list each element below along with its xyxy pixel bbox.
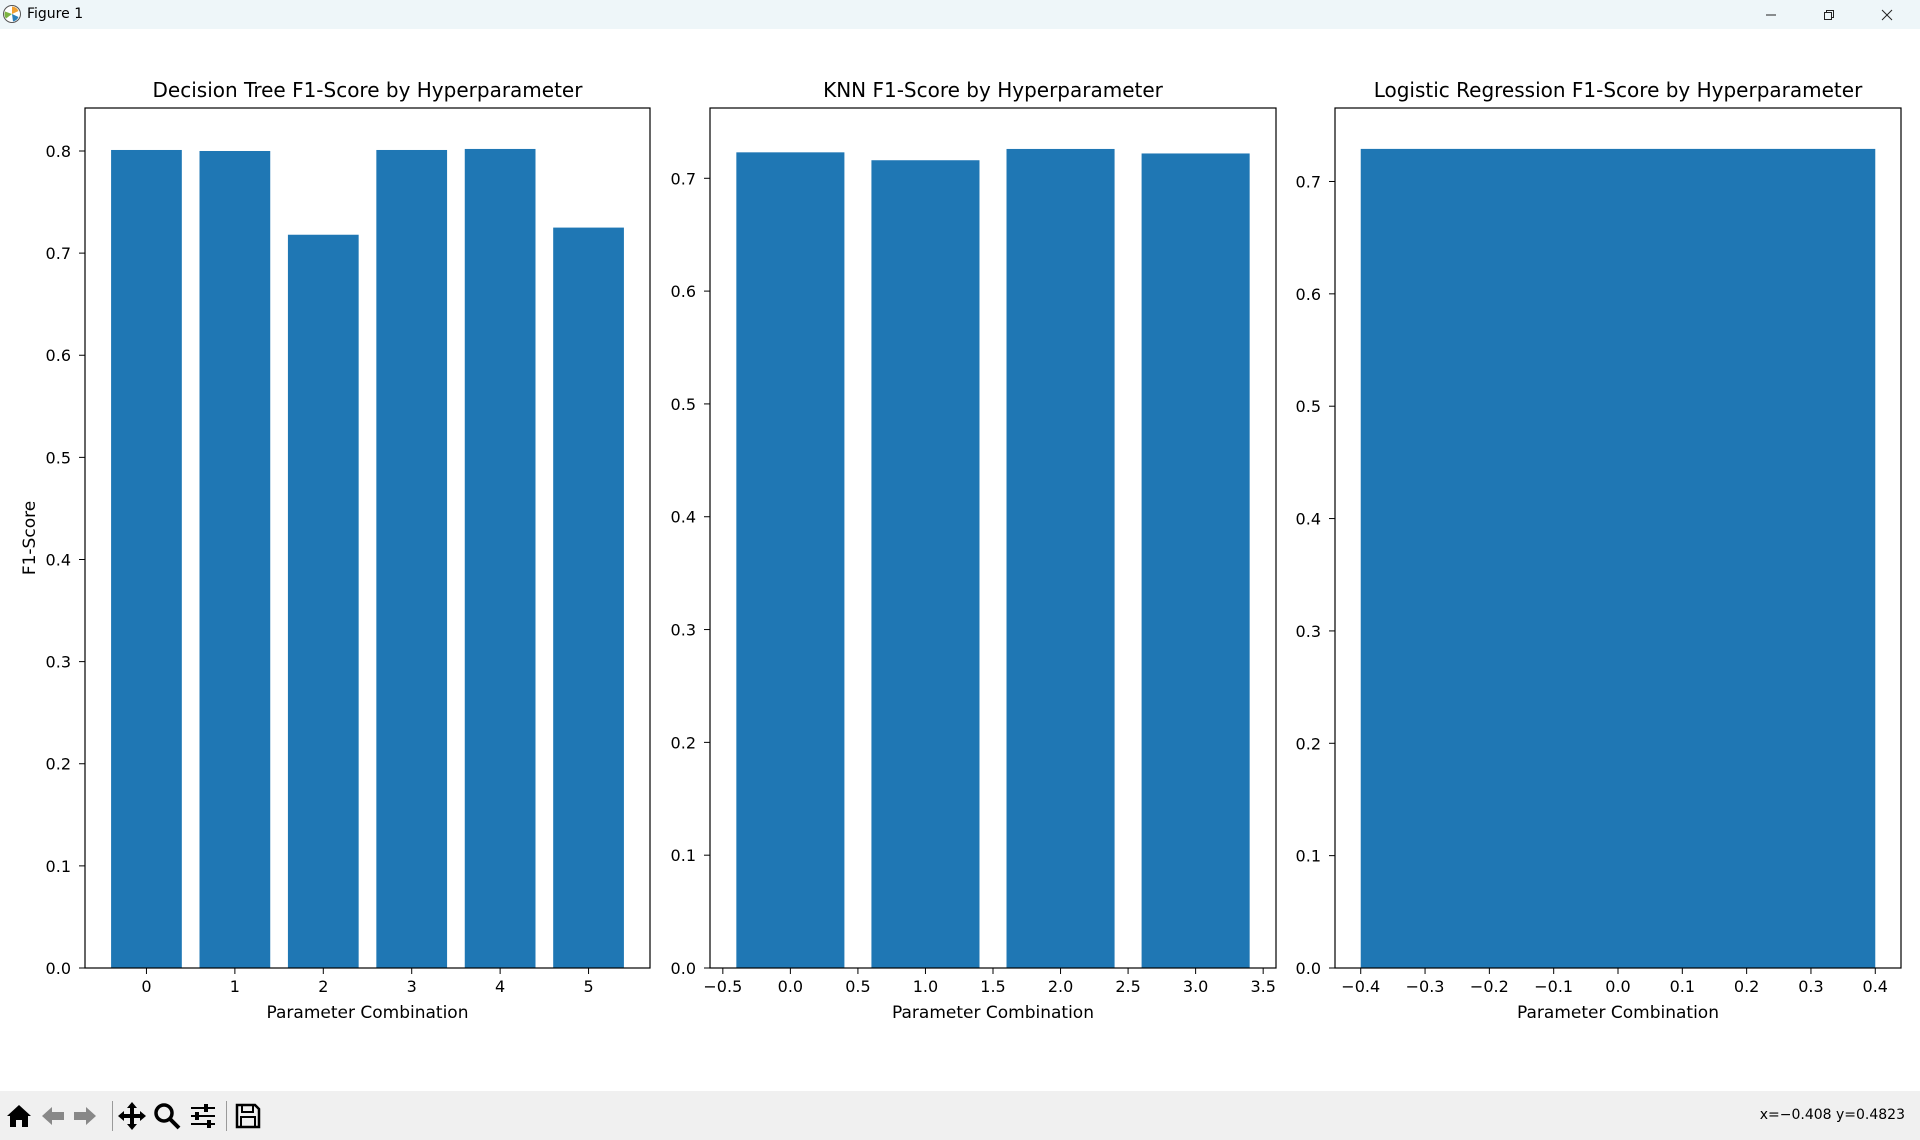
- window-title: Figure 1: [27, 6, 84, 22]
- bar-2-0: [736, 152, 845, 969]
- x-tick-label: 3.5: [1250, 977, 1275, 996]
- y-tick-label: 0.3: [46, 653, 71, 672]
- y-tick-label: 0.2: [1296, 734, 1321, 753]
- zoom-magnifier-icon: [154, 1103, 181, 1130]
- y-tick-label: 0.0: [671, 959, 696, 978]
- chart-title-1: Decision Tree F1-Score by Hyperparameter: [153, 78, 584, 102]
- x-tick-label: 0.0: [778, 977, 803, 996]
- x-tick-label: 0.5: [845, 977, 870, 996]
- x-tick-label: 1: [230, 977, 240, 996]
- axes-frame-1: [84, 107, 651, 969]
- x-tick-label: −0.2: [1470, 977, 1509, 996]
- y-tick-label: 0.4: [46, 550, 71, 569]
- x-tick-label: 3.0: [1183, 977, 1208, 996]
- forward-button[interactable]: [70, 1101, 100, 1131]
- save-floppy-icon: [235, 1103, 261, 1129]
- chart-title-2: KNN F1-Score by Hyperparameter: [823, 78, 1164, 102]
- y-tick-label: 0.5: [46, 448, 71, 467]
- configure-subplots-button[interactable]: [188, 1101, 218, 1131]
- x-tick-label: 0.0: [1605, 977, 1630, 996]
- home-icon: [7, 1105, 31, 1127]
- bar-3-0: [1360, 148, 1876, 969]
- y-tick-label: 0.3: [1296, 622, 1321, 641]
- window-titlebar: Figure 1: [0, 0, 1920, 29]
- y-tick-label: 0.4: [671, 508, 696, 527]
- bar-1-5: [553, 227, 624, 969]
- figure-canvas[interactable]: 0 1 2 3 4 5 0.0 0.1 0.2 0.3 0.4 0.5 0.6 0.7 0.8 Decisio…: [0, 29, 1920, 1091]
- cursor-coordinates: x=−0.408 y=0.4823: [1759, 1107, 1905, 1123]
- matplotlib-icon: [3, 5, 21, 23]
- y-tick-label: 0.1: [671, 846, 696, 865]
- y-tick-label: 0.0: [1296, 959, 1321, 978]
- y-tick-label: 0.6: [46, 346, 71, 365]
- y-tick-label: 0.7: [671, 169, 696, 188]
- restore-icon: [1824, 9, 1834, 20]
- y-tick-label: 0.2: [671, 733, 696, 752]
- x-tick-label: −0.5: [703, 977, 742, 996]
- y-tick-label: 0.1: [46, 857, 71, 876]
- y-tick-label: 0.6: [1296, 285, 1321, 304]
- close-icon: [1881, 9, 1893, 20]
- bar-2-1: [871, 160, 980, 969]
- y-tick-label: 0.2: [46, 755, 71, 774]
- bar-1-4: [464, 148, 536, 968]
- y-tick-label: 0.5: [671, 395, 696, 414]
- y-tick-label: 0.7: [46, 244, 71, 263]
- x-tick-label: 2: [318, 977, 328, 996]
- bar-2-2: [1006, 148, 1115, 968]
- configure-subplots-icon: [191, 1104, 215, 1128]
- x-axis-label-1: Parameter Combination: [267, 1003, 469, 1023]
- x-tick-label: −0.3: [1406, 977, 1445, 996]
- back-button[interactable]: [38, 1101, 68, 1131]
- x-axis-label-3: Parameter Combination: [1517, 1003, 1719, 1023]
- bar-1-3: [376, 149, 448, 968]
- x-tick-label: 5: [583, 977, 593, 996]
- bar-1-0: [111, 149, 182, 968]
- save-button[interactable]: [233, 1101, 263, 1131]
- x-tick-label: 1.0: [913, 977, 938, 996]
- y-tick-label: 0.5: [1296, 397, 1321, 416]
- x-tick-label: 0.1: [1670, 977, 1695, 996]
- x-tick-label: 0.3: [1798, 977, 1823, 996]
- minimize-icon: [1766, 14, 1776, 15]
- bar-1-1: [199, 150, 271, 969]
- x-tick-label: 2.0: [1048, 977, 1073, 996]
- toolbar-separator: [226, 1101, 227, 1131]
- y-tick-label: 0.3: [671, 621, 696, 640]
- x-axis-label-2: Parameter Combination: [892, 1003, 1094, 1023]
- y-tick-label: 0.6: [671, 282, 696, 301]
- back-arrow-icon: [42, 1107, 64, 1125]
- x-tick-label: 3: [407, 977, 417, 996]
- y-tick-label: 0.1: [1296, 847, 1321, 866]
- x-tick-label: 0.4: [1863, 977, 1888, 996]
- x-tick-label: 0.2: [1734, 977, 1759, 996]
- zoom-button[interactable]: [152, 1101, 182, 1131]
- bar-2-3: [1141, 153, 1250, 969]
- x-tick-label: −0.1: [1534, 977, 1573, 996]
- chart-title-3: Logistic Regression F1-Score by Hyperpar…: [1374, 78, 1863, 102]
- home-button[interactable]: [4, 1101, 34, 1131]
- x-tick-label: 2.5: [1115, 977, 1140, 996]
- toolbar-separator: [112, 1101, 113, 1131]
- pan-move-icon: [118, 1102, 146, 1130]
- x-tick-label: 4: [495, 977, 505, 996]
- x-tick-label: −0.4: [1341, 977, 1380, 996]
- restore-button[interactable]: [1800, 0, 1858, 29]
- minimize-button[interactable]: [1742, 0, 1800, 29]
- y-tick-label: 0.4: [1296, 510, 1321, 529]
- close-button[interactable]: [1858, 0, 1916, 29]
- y-tick-label: 0.8: [46, 142, 71, 161]
- bar-1-2: [287, 234, 359, 968]
- forward-arrow-icon: [74, 1107, 96, 1125]
- x-tick-label: 0: [141, 977, 151, 996]
- navigation-toolbar: x=−0.408 y=0.4823: [0, 1091, 1920, 1140]
- y-tick-label: 0.7: [1296, 172, 1321, 191]
- y-tick-label: 0.0: [46, 959, 71, 978]
- y-axis-label-1: F1-Score: [20, 501, 40, 575]
- x-tick-label: 1.5: [980, 977, 1005, 996]
- pan-button[interactable]: [117, 1101, 147, 1131]
